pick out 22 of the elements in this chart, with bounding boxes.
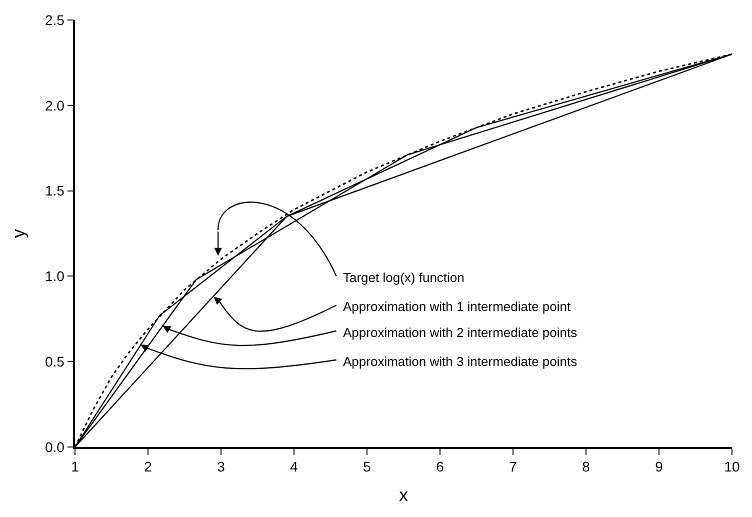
x-tick-label: 1 [71,458,80,475]
y-axis-title: y [8,229,29,238]
x-tick-label: 7 [509,458,518,475]
annotation: Approximation with 3 intermediate points [343,354,578,369]
y-tick-label: 0.5 [44,354,65,370]
y-tick-label: 1.5 [44,182,65,199]
y-tick-label: 1.0 [44,268,65,284]
annotation: Approximation with 1 intermediate point [343,299,572,314]
x-tick-label: 4 [290,458,298,475]
x-tick-label: 8 [582,458,590,475]
annotation: Approximation with 2 intermediate points [343,325,578,340]
x-tick-label: 3 [217,458,226,475]
y-tick-label: 2.0 [44,97,65,114]
x-tick-label: 10 [724,458,740,475]
x-tick-label: 9 [655,458,664,475]
x-tick-label: 6 [436,458,444,475]
y-tick-label: 2.5 [44,12,65,28]
y-tick-label: 0.0 [44,438,65,455]
x-tick-label: 2 [144,458,152,475]
x-tick-label: 5 [363,458,372,475]
annotation: Target log(x) function [343,270,464,285]
x-axis-title: x [399,485,408,506]
